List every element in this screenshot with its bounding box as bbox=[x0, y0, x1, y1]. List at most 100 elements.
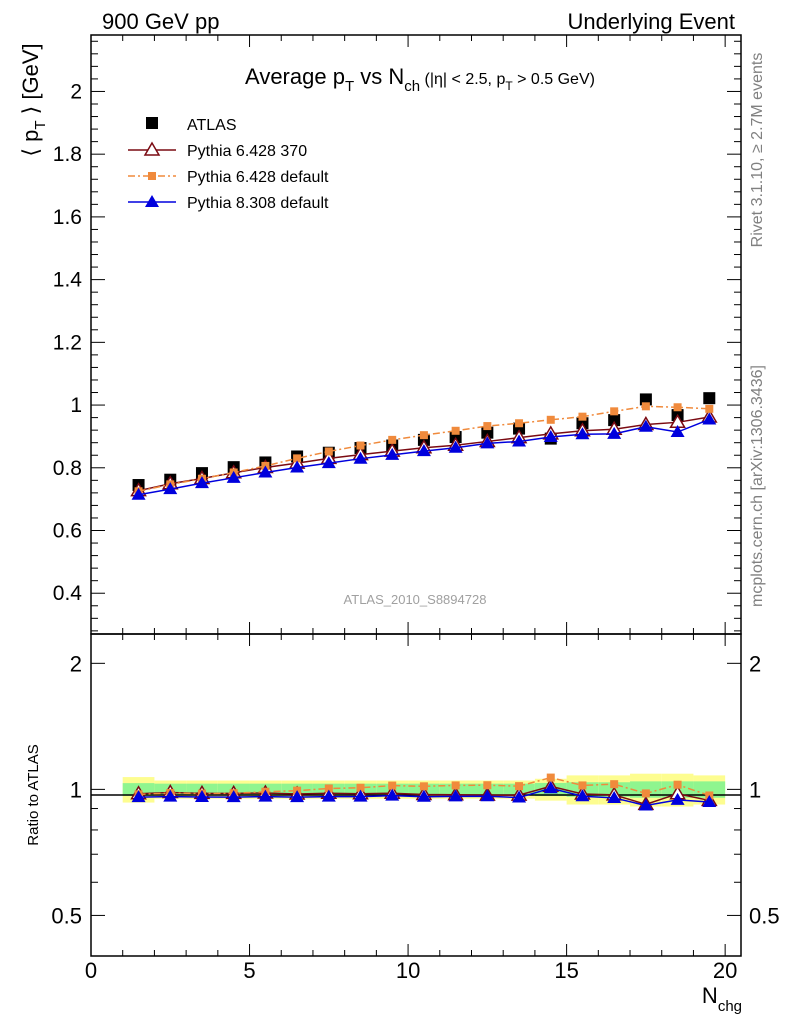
main-pythia6_default-point bbox=[356, 441, 365, 450]
ratio-y-tick-label-right: 2 bbox=[749, 651, 761, 676]
ratio-y-tick-labels: 0.5 0.5 1 1 2 2 bbox=[51, 651, 779, 928]
legend-marker-pythia6-370 bbox=[143, 141, 161, 156]
ratio-pythia8_default-point bbox=[512, 790, 527, 803]
header-left: 900 GeV pp bbox=[102, 9, 219, 34]
main-pythia6_default-point bbox=[673, 403, 682, 412]
y-tick-label: 0.6 bbox=[53, 520, 82, 543]
chart-title: Average pT vs Nch (|η| < 2.5, pT > 0.5 G… bbox=[245, 64, 595, 95]
legend-label-pythia8-default: Pythia 8.308 default bbox=[187, 195, 329, 212]
y-tick-label: 0.4 bbox=[53, 582, 83, 605]
main-pythia8_default-point bbox=[353, 451, 368, 464]
x-tick-label: 15 bbox=[554, 958, 578, 983]
header-right: Underlying Event bbox=[567, 9, 735, 34]
y-tick-label: 1.4 bbox=[53, 269, 83, 292]
ratio-pythia6_default-point bbox=[641, 789, 650, 798]
ratio-pythia8_default-point bbox=[290, 790, 305, 803]
main-pythia6_default-point bbox=[388, 435, 397, 444]
ratio-pythia8_default-point bbox=[416, 789, 431, 802]
y-tick-label: 2 bbox=[70, 80, 82, 103]
main-plot-panel: 0.4 0.6 0.8 1 1.2 1.4 1.6 1.8 2 Average pT vs Nc… bbox=[53, 34, 742, 635]
main-pythia6_default-point bbox=[419, 431, 428, 440]
ratio-pythia8_default-point bbox=[702, 794, 717, 807]
ratio-plot-panel: 0.5 0.5 1 1 2 2 bbox=[51, 633, 780, 957]
main-pythia8_default-point bbox=[321, 456, 336, 469]
ratio-band-inner bbox=[693, 781, 726, 798]
main-pythia6_default-point bbox=[610, 407, 619, 416]
legend-marker-pythia6-default bbox=[148, 172, 156, 180]
x-tick-label: 5 bbox=[243, 958, 255, 983]
ratio-y-tick-label: 2 bbox=[70, 651, 82, 676]
main-pythia8_default-point bbox=[290, 460, 305, 473]
y-axis-label: ⟨ pT ⟩ [GeV] bbox=[18, 43, 49, 156]
y-tick-label: 1.2 bbox=[53, 331, 82, 354]
main-pythia8_default-point bbox=[480, 436, 495, 449]
y-tick-label: 1 bbox=[70, 394, 82, 417]
x-axis-label-sub: chg bbox=[718, 998, 742, 1015]
ratio-y-tick-label: 0.5 bbox=[51, 903, 82, 928]
ratio-frame bbox=[90, 633, 742, 957]
ratio-pythia8_default-point bbox=[321, 789, 336, 802]
main-pythia8_default-point bbox=[416, 444, 431, 457]
main-pythia8_default-point bbox=[607, 426, 622, 439]
legend-marker-pythia8-default bbox=[145, 195, 159, 207]
main-pythia8_default-point bbox=[194, 476, 209, 489]
ratio-pythia8_default-point bbox=[543, 781, 558, 794]
ratio-pythia6_default-point bbox=[515, 782, 524, 791]
main-pythia8_default-point bbox=[226, 470, 241, 483]
main-series-layer bbox=[130, 392, 718, 500]
ratio-ticks bbox=[90, 634, 741, 957]
x-axis-label: Nchg bbox=[702, 983, 742, 1015]
main-pythia8_default-line bbox=[138, 418, 710, 496]
y-tick-label: 1.6 bbox=[53, 206, 82, 229]
main-pythia6_default-point bbox=[483, 422, 492, 431]
ratio-pythia8_default-point bbox=[226, 790, 241, 803]
ratio-pythia6_default-point bbox=[356, 783, 365, 792]
ratio-pythia8_default-point bbox=[385, 788, 400, 801]
ratio-pythia8_default-point bbox=[448, 789, 463, 802]
legend-marker-atlas bbox=[146, 117, 158, 129]
ratio-pythia8_default-point bbox=[575, 789, 590, 802]
main-pythia8_default-point bbox=[543, 430, 558, 443]
main-ticks bbox=[90, 35, 741, 634]
ratio-pythia8_default-point bbox=[194, 789, 209, 802]
y-tick-label: 0.8 bbox=[53, 457, 82, 480]
ratio-pythia8_default-point bbox=[163, 789, 178, 802]
main-pythia8_default-point bbox=[575, 427, 590, 440]
legend: ATLAS Pythia 6.428 370 Pythia 6.428 defa… bbox=[128, 117, 329, 212]
ratio-pythia8_default-point bbox=[638, 798, 653, 811]
main-pythia6_default-point bbox=[546, 415, 555, 424]
main-pythia8_default-point bbox=[448, 440, 463, 453]
x-tick-labels: 0 5 10 15 20 bbox=[85, 958, 738, 983]
ratio-pythia6_default-point bbox=[388, 781, 397, 790]
ratio-pythia6_default-point bbox=[610, 780, 619, 789]
ratio-pythia8_default-point bbox=[353, 789, 368, 802]
y-tick-label: 1.8 bbox=[53, 143, 82, 166]
main-pythia6_default-point bbox=[578, 412, 587, 421]
ratio-pythia8_default-point bbox=[131, 790, 146, 803]
ratio-pythia8_default-point bbox=[607, 790, 622, 803]
main-pythia8_default-point bbox=[702, 412, 717, 425]
ratio-pythia6_default-point bbox=[451, 781, 460, 790]
main-pythia6_default-point bbox=[641, 402, 650, 411]
main-data-point bbox=[608, 414, 621, 427]
legend-label-pythia6-default: Pythia 6.428 default bbox=[187, 169, 329, 186]
ratio-pythia8_default-point bbox=[670, 792, 685, 805]
x-tick-label: 20 bbox=[713, 958, 737, 983]
main-pythia8_default-point bbox=[670, 425, 685, 438]
ratio-y-tick-label-right: 1 bbox=[749, 777, 761, 802]
main-pythia6_default-point bbox=[515, 419, 524, 428]
legend-label-atlas: ATLAS bbox=[187, 117, 237, 134]
ratio-y-axis-label: Ratio to ATLAS bbox=[25, 744, 42, 845]
ratio-pythia6_default-point bbox=[324, 784, 333, 793]
x-tick-label: 10 bbox=[396, 958, 420, 983]
main-data-point bbox=[703, 392, 716, 405]
ratio-pythia6_default-point bbox=[419, 782, 428, 791]
y-axis-label-sub: T bbox=[32, 120, 49, 129]
main-pythia8_default-point bbox=[512, 434, 527, 447]
ratio-y-tick-label-right: 0.5 bbox=[749, 903, 780, 928]
mcplots-label: mcplots.cern.ch [arXiv:1306.3436] bbox=[749, 365, 766, 607]
ratio-series-layer bbox=[130, 773, 718, 811]
ratio-y-tick-label: 1 bbox=[70, 777, 82, 802]
rivet-label: Rivet 3.1.10, ≥ 2.7M events bbox=[749, 53, 766, 248]
